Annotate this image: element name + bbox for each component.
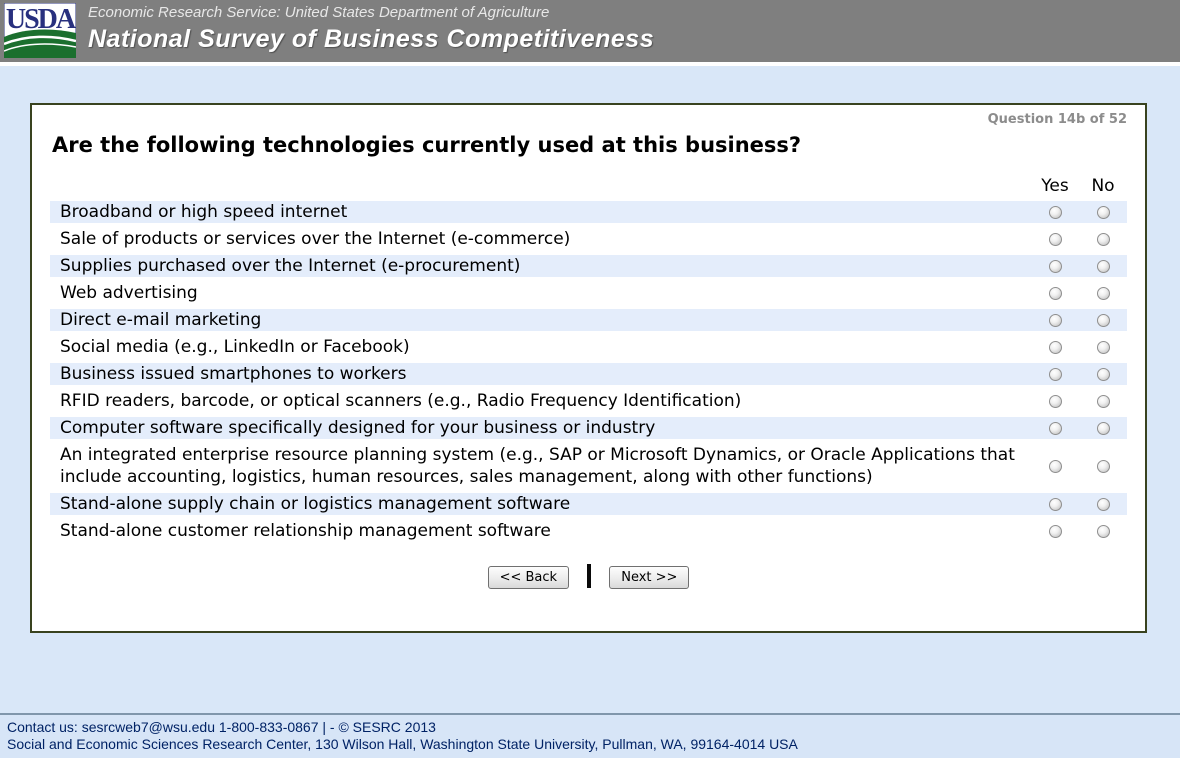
no-radio[interactable] xyxy=(1096,394,1110,408)
yes-radio-cell xyxy=(1031,232,1079,246)
table-row: Stand-alone customer relationship manage… xyxy=(50,520,1127,542)
technology-label: Supplies purchased over the Internet (e-… xyxy=(60,256,521,276)
no-radio-cell xyxy=(1079,497,1127,511)
no-radio[interactable] xyxy=(1096,497,1110,511)
no-radio-cell xyxy=(1079,524,1127,538)
no-column-header: No xyxy=(1091,176,1115,196)
yes-radio[interactable] xyxy=(1048,313,1062,327)
table-row: Computer software specifically designed … xyxy=(50,417,1127,439)
footer: Contact us: sesrcweb7@wsu.edu 1-800-833-… xyxy=(0,713,1180,758)
technology-label: Stand-alone customer relationship manage… xyxy=(60,521,551,541)
technology-label: Social media (e.g., LinkedIn or Facebook… xyxy=(60,337,410,357)
yes-radio-cell xyxy=(1031,421,1079,435)
table-row: An integrated enterprise resource planni… xyxy=(50,444,1127,488)
survey-title: National Survey of Business Competitiven… xyxy=(88,25,655,53)
yes-radio-cell xyxy=(1031,459,1079,473)
yes-radio-cell xyxy=(1031,259,1079,273)
table-row: Business issued smartphones to workers xyxy=(50,363,1127,385)
nav-buttons: << Back Next >> xyxy=(50,564,1127,589)
yes-radio[interactable] xyxy=(1048,459,1062,473)
header-bar: USDA Economic Research Service: United S… xyxy=(0,0,1180,66)
column-headers: Yes No xyxy=(50,175,1127,197)
next-button[interactable]: Next >> xyxy=(609,565,690,589)
yes-radio[interactable] xyxy=(1048,497,1062,511)
yes-radio[interactable] xyxy=(1048,367,1062,381)
yes-radio-cell xyxy=(1031,367,1079,381)
technology-label: Stand-alone supply chain or logistics ma… xyxy=(60,494,571,514)
no-radio-cell xyxy=(1079,286,1127,300)
yes-radio[interactable] xyxy=(1048,205,1062,219)
no-radio-cell xyxy=(1079,259,1127,273)
table-row: Social media (e.g., LinkedIn or Facebook… xyxy=(50,336,1127,358)
no-radio[interactable] xyxy=(1096,286,1110,300)
technology-label: Direct e-mail marketing xyxy=(60,310,262,330)
technology-label: Broadband or high speed internet xyxy=(60,202,348,222)
question-title: Are the following technologies currently… xyxy=(52,133,802,157)
yes-radio-cell xyxy=(1031,524,1079,538)
agency-line: Economic Research Service: United States… xyxy=(88,4,550,21)
yes-radio-cell xyxy=(1031,497,1079,511)
question-progress: Question 14b of 52 xyxy=(987,112,1127,127)
table-row: Supplies purchased over the Internet (e-… xyxy=(50,255,1127,277)
footer-contact-line: Contact us: sesrcweb7@wsu.edu 1-800-833-… xyxy=(7,719,436,735)
usda-logo: USDA xyxy=(3,2,79,59)
usda-logo-graphic: USDA xyxy=(3,2,79,59)
technology-label: Business issued smartphones to workers xyxy=(60,364,407,384)
no-radio-cell xyxy=(1079,394,1127,408)
no-radio[interactable] xyxy=(1096,232,1110,246)
yes-radio[interactable] xyxy=(1048,340,1062,354)
table-row: Direct e-mail marketing xyxy=(50,309,1127,331)
yes-radio[interactable] xyxy=(1048,394,1062,408)
no-radio[interactable] xyxy=(1096,340,1110,354)
no-radio[interactable] xyxy=(1096,459,1110,473)
table-row: RFID readers, barcode, or optical scanne… xyxy=(50,390,1127,412)
technology-list: Broadband or high speed internet Sale of… xyxy=(50,201,1127,542)
no-radio[interactable] xyxy=(1096,421,1110,435)
no-radio-cell xyxy=(1079,340,1127,354)
yes-radio-cell xyxy=(1031,394,1079,408)
yes-radio[interactable] xyxy=(1048,259,1062,273)
header-text: Economic Research Service: United States… xyxy=(88,0,1180,55)
question-panel: Question 14b of 52 Are the following tec… xyxy=(30,103,1147,633)
no-radio[interactable] xyxy=(1096,367,1110,381)
no-radio-cell xyxy=(1079,232,1127,246)
technology-label: Computer software specifically designed … xyxy=(60,418,656,438)
back-button[interactable]: << Back xyxy=(487,565,570,589)
yes-radio-cell xyxy=(1031,286,1079,300)
no-radio-cell xyxy=(1079,421,1127,435)
no-radio-cell xyxy=(1079,313,1127,327)
yes-radio[interactable] xyxy=(1048,524,1062,538)
table-row: Stand-alone supply chain or logistics ma… xyxy=(50,493,1127,515)
yes-radio-cell xyxy=(1031,205,1079,219)
table-row: Web advertising xyxy=(50,282,1127,304)
table-row: Broadband or high speed internet xyxy=(50,201,1127,223)
yes-radio[interactable] xyxy=(1048,421,1062,435)
no-radio[interactable] xyxy=(1096,524,1110,538)
technology-label: An integrated enterprise resource planni… xyxy=(60,445,1015,487)
yes-radio[interactable] xyxy=(1048,286,1062,300)
technology-label: Sale of products or services over the In… xyxy=(60,229,571,249)
yes-radio-cell xyxy=(1031,313,1079,327)
button-divider xyxy=(587,564,592,588)
yes-radio-cell xyxy=(1031,340,1079,354)
no-radio-cell xyxy=(1079,459,1127,473)
no-radio-cell xyxy=(1079,205,1127,219)
technology-label: Web advertising xyxy=(60,283,198,303)
yes-radio[interactable] xyxy=(1048,232,1062,246)
no-radio[interactable] xyxy=(1096,313,1110,327)
no-radio-cell xyxy=(1079,367,1127,381)
table-row: Sale of products or services over the In… xyxy=(50,228,1127,250)
no-radio[interactable] xyxy=(1096,259,1110,273)
no-radio[interactable] xyxy=(1096,205,1110,219)
footer-address-line: Social and Economic Sciences Research Ce… xyxy=(7,736,798,752)
technology-label: RFID readers, barcode, or optical scanne… xyxy=(60,391,742,411)
yes-column-header: Yes xyxy=(1041,176,1069,196)
